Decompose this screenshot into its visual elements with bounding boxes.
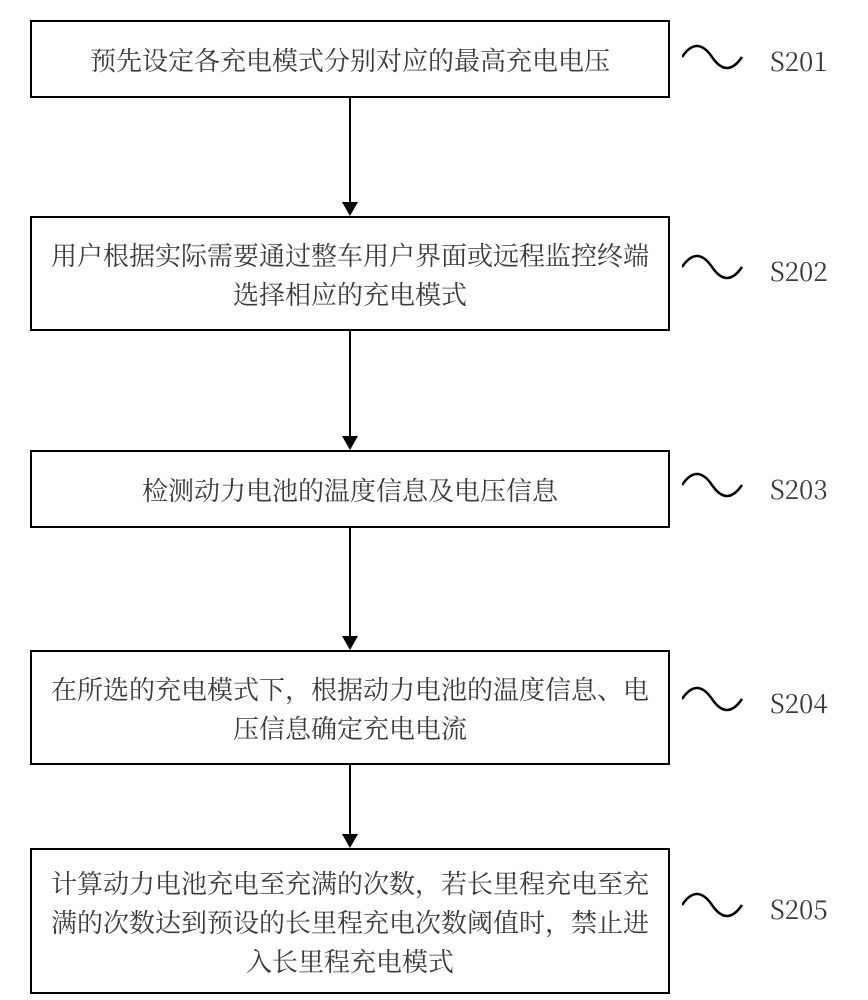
arrow-head-icon	[342, 202, 358, 216]
node-text: 用户根据实际需要通过整车用户界面或远程监控终端选择相应的充电模式	[46, 235, 654, 313]
squiggle-icon	[682, 465, 762, 505]
flow-node-s203: 检测动力电池的温度信息及电压信息	[30, 450, 670, 528]
step-label-s201: S201	[770, 42, 828, 79]
squiggle-icon	[682, 37, 762, 77]
step-label-s204: S204	[770, 684, 828, 721]
flow-arrow	[349, 765, 351, 834]
flow-node-s201: 预先设定各充电模式分别对应的最高充电电压	[30, 20, 670, 98]
squiggle-icon	[682, 885, 762, 925]
node-text: 计算动力电池充电至充满的次数，若长里程充电至充满的次数达到预设的长里程充电次数阈…	[46, 863, 654, 980]
flow-arrow	[349, 331, 351, 436]
squiggle-icon	[682, 679, 762, 719]
flowchart-canvas: 预先设定各充电模式分别对应的最高充电电压 用户根据实际需要通过整车用户界面或远程…	[0, 0, 868, 1000]
flow-arrow	[349, 98, 351, 202]
step-label-s205: S205	[770, 890, 828, 927]
node-text: 预先设定各充电模式分别对应的最高充电电压	[90, 40, 610, 79]
arrow-head-icon	[342, 436, 358, 450]
step-label-s203: S203	[770, 470, 828, 507]
flow-node-s202: 用户根据实际需要通过整车用户界面或远程监控终端选择相应的充电模式	[30, 216, 670, 331]
arrow-head-icon	[342, 636, 358, 650]
step-label-s202: S202	[770, 252, 828, 289]
flow-arrow	[349, 528, 351, 636]
flow-node-s204: 在所选的充电模式下，根据动力电池的温度信息、电压信息确定充电电流	[30, 650, 670, 765]
node-text: 检测动力电池的温度信息及电压信息	[142, 470, 558, 509]
node-text: 在所选的充电模式下，根据动力电池的温度信息、电压信息确定充电电流	[46, 669, 654, 747]
squiggle-icon	[682, 247, 762, 287]
flow-node-s205: 计算动力电池充电至充满的次数，若长里程充电至充满的次数达到预设的长里程充电次数阈…	[30, 848, 670, 994]
arrow-head-icon	[342, 834, 358, 848]
